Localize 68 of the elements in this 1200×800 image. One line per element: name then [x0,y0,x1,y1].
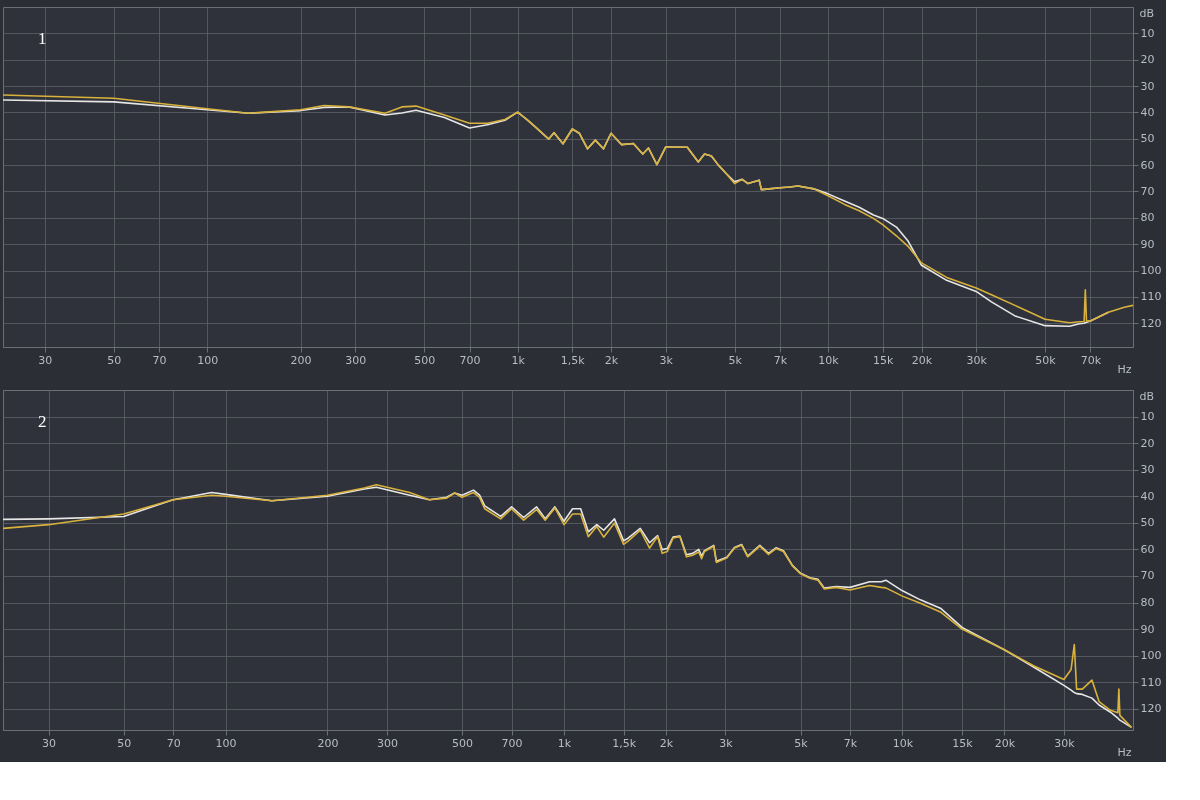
x-tick-label: 100 [197,353,219,367]
x-tick-label: 20k [911,353,933,367]
y-tick-label: 100 [1140,264,1162,278]
y-tick-label: 10 [1140,410,1155,424]
x-tick-label: 1,5k [612,736,637,750]
y-axis-title: dB [1139,6,1155,20]
y-tick-label: 100 [1140,649,1162,663]
x-tick-label: 15k [952,736,974,750]
x-tick-label: 70k [1080,353,1102,367]
x-tick-label: 200 [317,736,339,750]
y-tick-label: 10 [1140,26,1155,40]
x-tick-label: 100 [215,736,237,750]
y-tick-label: 60 [1140,542,1155,556]
y-tick-label: 110 [1140,675,1162,689]
x-tick-label: 10k [818,353,840,367]
x-tick-label: 500 [452,736,474,750]
x-tick-label: 200 [290,353,312,367]
y-tick-label: 30 [1140,79,1155,93]
x-tick-label: 10k [892,736,914,750]
y-tick-label: 70 [1140,185,1155,198]
x-tick-label: 70 [166,736,181,750]
y-axis-title: dB [1139,389,1155,403]
x-axis-title: Hz [1117,362,1132,376]
x-tick-label: 3k [659,353,674,367]
x-tick-label: 700 [459,353,481,367]
y-tick-label: 120 [1140,702,1162,716]
x-tick-label: 2k [659,736,674,750]
x-tick-label: 50k [1035,353,1057,367]
x-tick-label: 50 [117,736,132,750]
x-tick-label: 500 [414,353,436,367]
x-tick-label: 5k [794,736,809,750]
x-tick-label: 30k [1054,736,1076,750]
x-tick-label: 300 [345,353,367,367]
x-tick-label: 20k [994,736,1016,750]
y-tick-label: 90 [1140,237,1155,251]
y-tick-label: 120 [1140,316,1162,330]
x-tick-label: 30k [966,353,988,367]
x-tick-label: 5k [728,353,743,367]
x-tick-label: 50 [107,353,122,367]
x-tick-label: 15k [873,353,895,367]
x-tick-label: 2k [604,353,619,367]
x-tick-label: 300 [377,736,399,750]
y-tick-label: 70 [1140,569,1155,583]
y-tick-label: 90 [1140,622,1155,636]
x-tick-label: 700 [501,736,523,750]
y-tick-label: 50 [1140,132,1155,146]
x-axis-title: Hz [1117,745,1132,759]
x-tick-label: 30 [38,353,53,367]
x-tick-label: 3k [719,736,734,750]
y-tick-label: 80 [1140,211,1155,225]
x-tick-label: 7k [773,353,788,367]
text: 2 [38,412,47,431]
x-tick-label: 30 [42,736,57,750]
y-tick-label: 20 [1140,436,1155,450]
y-tick-label: 50 [1140,516,1155,530]
x-tick-label: 7k [843,736,858,750]
y-tick-label: 30 [1140,463,1155,477]
y-tick-label: 80 [1140,596,1155,609]
x-tick-label: 70 [152,353,167,367]
y-tick-label: 20 [1140,53,1155,67]
y-tick-label: 110 [1140,290,1162,304]
text: 1 [38,29,47,48]
y-tick-label: 40 [1140,105,1155,119]
x-tick-label: 1k [557,736,572,750]
y-tick-label: 40 [1140,489,1155,503]
y-tick-label: 60 [1140,158,1155,172]
x-tick-label: 1,5k [560,353,586,367]
x-tick-label: 1k [511,353,526,367]
